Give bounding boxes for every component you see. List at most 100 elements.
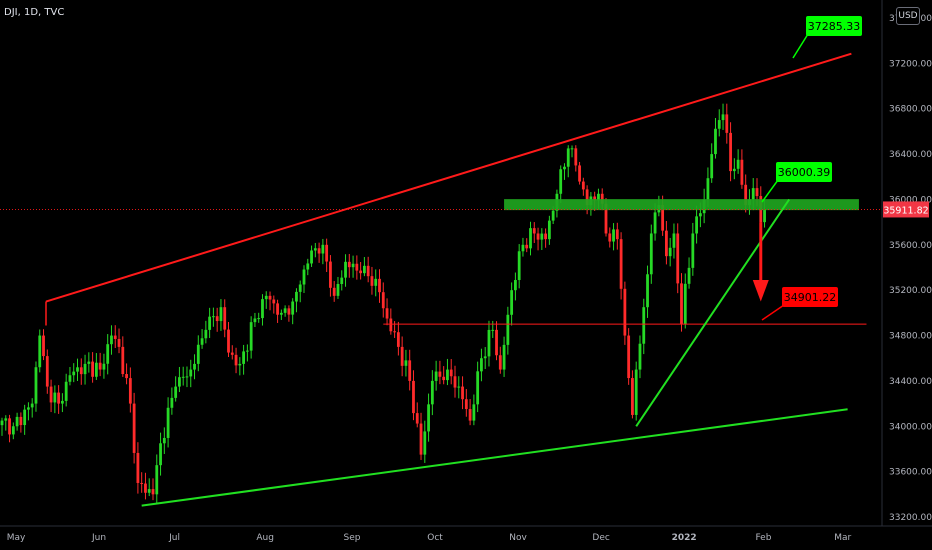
candle-body	[53, 392, 57, 403]
candle	[42, 329, 45, 361]
candle	[544, 228, 547, 248]
candle	[287, 305, 291, 322]
candle-body	[574, 148, 578, 166]
candle-body	[68, 375, 72, 382]
resistance-zone[interactable]	[504, 199, 859, 211]
target-price-callout-pointer	[761, 304, 785, 321]
candle-body	[162, 437, 166, 444]
candle-body	[676, 233, 680, 284]
candle-body	[668, 247, 672, 257]
candle-body	[608, 233, 612, 242]
candle	[166, 397, 170, 448]
candle-body	[355, 263, 359, 271]
upper-price-callout-pointer	[792, 33, 809, 59]
last-price-tag-label: 35911.82	[883, 205, 928, 216]
candle-body	[204, 329, 208, 339]
candle	[468, 399, 472, 426]
candle-body	[344, 261, 347, 278]
candle	[385, 298, 389, 326]
candle-body	[559, 169, 563, 194]
candle-body	[506, 314, 510, 345]
candle	[4, 415, 8, 431]
upper-channel-line[interactable]	[45, 52, 852, 303]
candle	[30, 398, 34, 418]
target-price-callout-box[interactable]	[782, 287, 838, 307]
candle	[498, 346, 502, 374]
candle-body	[253, 318, 257, 323]
candle-body	[566, 148, 570, 167]
candle	[683, 273, 687, 329]
candle	[566, 145, 570, 178]
price-tick-label: 35600.00	[889, 241, 932, 251]
candle-body	[336, 284, 340, 296]
candle	[351, 255, 355, 278]
candle-body	[347, 261, 351, 268]
candle	[215, 307, 219, 332]
candle	[212, 307, 215, 327]
candle	[461, 376, 464, 410]
candle-body	[0, 420, 4, 426]
candle-body	[495, 329, 498, 356]
candle	[313, 242, 317, 258]
candle-body	[117, 338, 121, 347]
candle	[665, 220, 668, 265]
candle-body	[215, 316, 219, 322]
candle	[729, 122, 732, 182]
candle-body	[744, 184, 748, 206]
candle	[438, 360, 442, 385]
candle	[408, 349, 412, 391]
candle	[642, 298, 646, 355]
upper-price-callout-box[interactable]	[806, 16, 862, 36]
time-tick-label: May	[7, 533, 26, 543]
candle	[717, 109, 721, 137]
candle-body	[529, 228, 532, 249]
lower-channel-line[interactable]	[141, 408, 848, 507]
candle-body	[132, 403, 136, 453]
candle-body	[393, 331, 396, 333]
price-tick-label: 33200.00	[889, 513, 932, 523]
time-axis[interactable]: May Jun Jul Aug Sep Oct Nov Dec 2022 Feb Mar	[0, 525, 932, 543]
mid-price-callout-box[interactable]	[776, 162, 832, 182]
candle-body	[570, 148, 574, 150]
candle	[110, 325, 113, 355]
candle-body	[763, 209, 766, 223]
candle-body	[653, 212, 657, 234]
candle	[144, 472, 147, 500]
candle	[638, 335, 642, 379]
candle-body	[189, 369, 193, 377]
price-axis[interactable]: 37600.0037200.0036800.0036400.0036000.00…	[881, 0, 932, 526]
candle-body	[94, 362, 98, 377]
candle	[570, 145, 574, 158]
candle	[253, 312, 257, 328]
candle	[725, 103, 729, 144]
rising-trendline[interactable]	[635, 198, 791, 427]
candle	[170, 387, 174, 415]
candle	[94, 353, 98, 380]
candle-body	[751, 188, 755, 200]
trendline-drawings[interactable]: 37285.33 36000.39 34901.22 35911.82	[0, 16, 929, 507]
candle	[529, 221, 532, 256]
candle-body	[491, 329, 495, 331]
time-tick-label: 2022	[672, 533, 697, 543]
symbol-label[interactable]: DJI, 1D, TVC	[4, 7, 65, 18]
candle-body	[185, 376, 189, 378]
candle	[117, 328, 121, 354]
candle	[325, 238, 329, 273]
candle-body	[219, 307, 223, 322]
candle	[363, 257, 366, 277]
currency-button[interactable]: USD	[896, 7, 920, 25]
candle-body	[136, 452, 140, 483]
price-tick-label: 36000.00	[889, 195, 932, 205]
candle	[366, 256, 370, 283]
candle	[91, 352, 94, 383]
candle-body	[563, 166, 566, 170]
candle-body	[631, 378, 634, 415]
candle	[446, 358, 449, 386]
price-tick-label: 36400.00	[889, 150, 932, 160]
candle-body	[64, 381, 68, 401]
candle-body	[30, 403, 34, 408]
candle	[68, 366, 72, 386]
candle	[608, 227, 612, 248]
candle-body	[170, 397, 174, 408]
